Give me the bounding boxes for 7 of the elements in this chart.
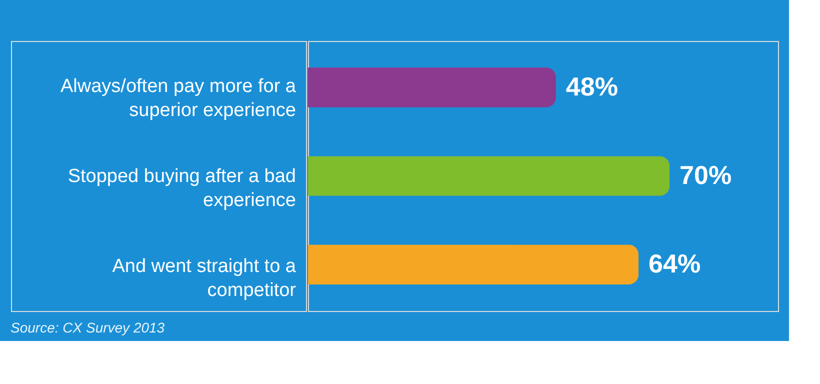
data-label: 64% xyxy=(648,248,701,279)
data-label: 70% xyxy=(680,160,732,190)
source-note: Source: CX Survey 2013 xyxy=(10,320,165,336)
y-tick-label: And went straight to a competitor xyxy=(112,256,297,301)
y-tick-label: Stopped buying after a bad experience xyxy=(68,166,296,211)
data-label: 48% xyxy=(566,71,618,102)
y-tick-label: Always/often pay more for a superior experience xyxy=(60,76,296,121)
